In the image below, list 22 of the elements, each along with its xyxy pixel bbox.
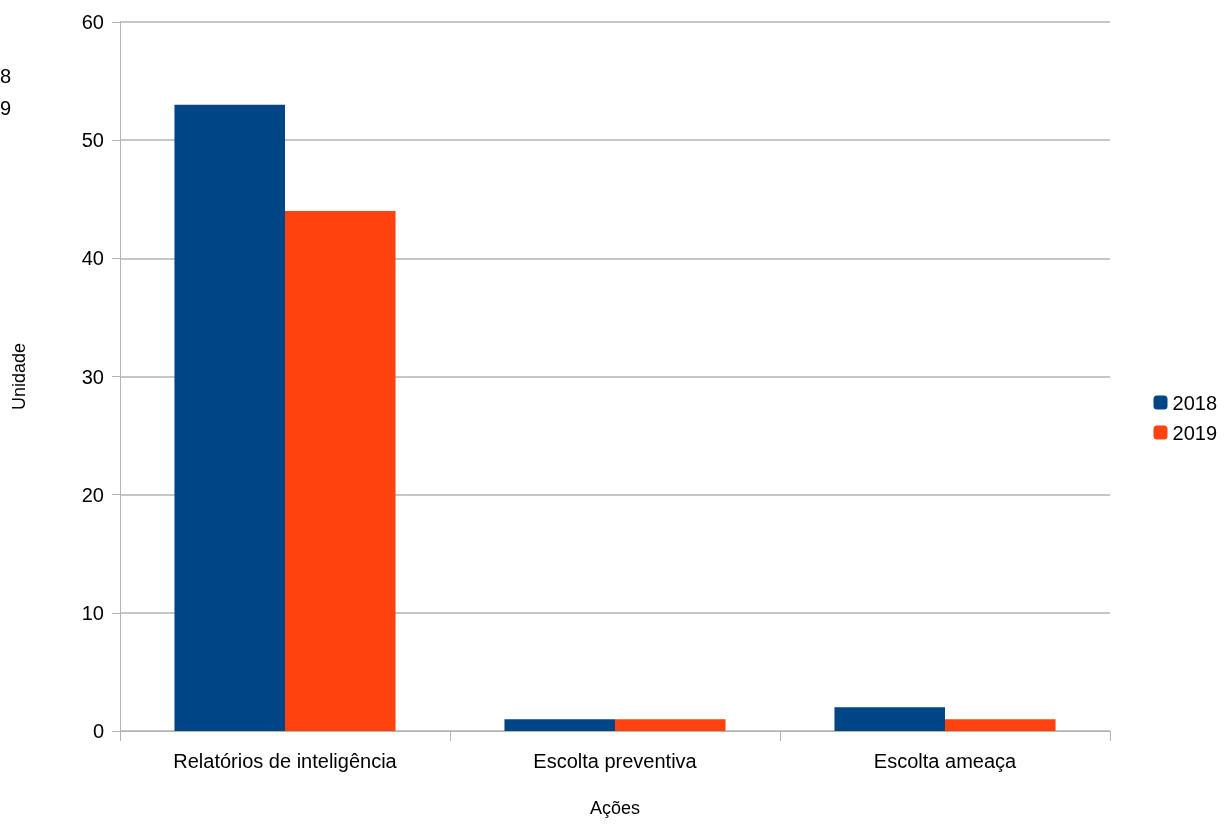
- y-tick-label: 50: [81, 129, 104, 152]
- bar: [945, 719, 1056, 731]
- legend-label: 2019: [1172, 421, 1218, 444]
- bar: [174, 104, 285, 731]
- y-tick-label: 10: [81, 601, 104, 624]
- y-axis-title: Unidade: [9, 342, 29, 411]
- bar: [285, 211, 396, 731]
- y-tick-label: 40: [81, 247, 104, 270]
- y-tick-label: 60: [81, 11, 104, 33]
- legend-label: 2018: [1172, 391, 1218, 414]
- y-tick-label: 0: [92, 720, 104, 742]
- x-axis-title: Ações: [589, 798, 641, 818]
- y-tick-label: 20: [81, 483, 104, 506]
- x-tick-label: Escolta ameaça: [873, 750, 1018, 772]
- bar: [834, 707, 945, 731]
- x-tick-label: Relatórios de inteligência: [173, 750, 398, 772]
- bar: [504, 719, 615, 731]
- text: 8: [0, 65, 12, 87]
- text: 9: [0, 97, 12, 119]
- bar: [615, 719, 726, 731]
- y-tick-label: 30: [81, 365, 104, 388]
- x-tick-label: Escolta preventiva: [533, 750, 698, 772]
